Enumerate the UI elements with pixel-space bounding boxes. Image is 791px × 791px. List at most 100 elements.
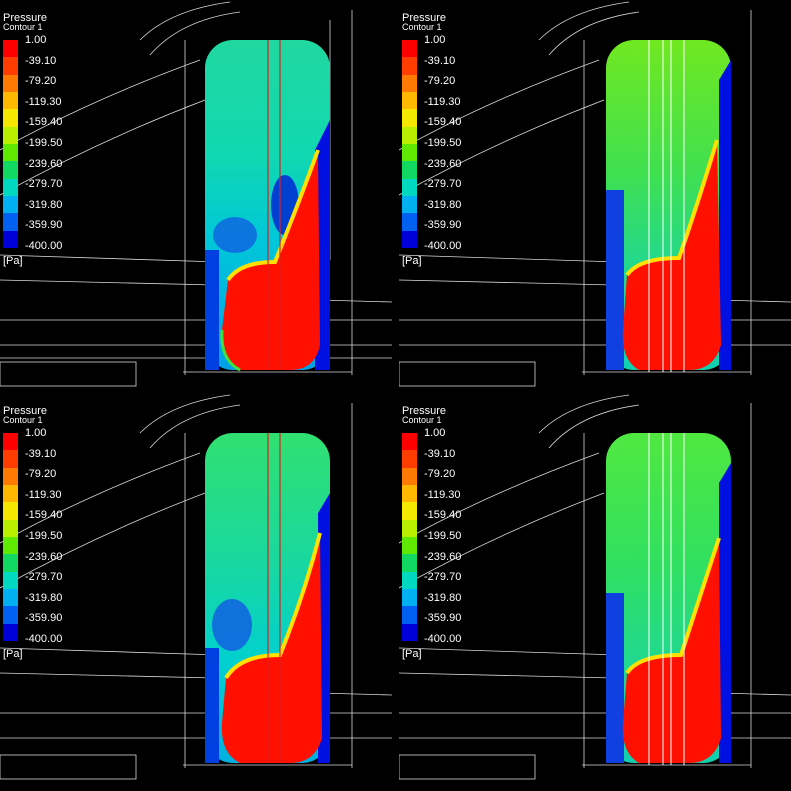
legend-tick: 1.00 (25, 427, 47, 439)
legend-tick: -199.50 (25, 136, 63, 149)
legend-color-swatch (3, 195, 18, 214)
legend-tick: -159.40 (424, 116, 462, 129)
legend-tick: -79.20 (424, 75, 456, 88)
legend-tick: -239.60 (25, 157, 63, 170)
legend-color-swatch (3, 213, 18, 231)
legend-color-swatch (3, 467, 18, 485)
legend-color-swatch (3, 433, 18, 451)
contour-panel-top-left: Pressure Contour 1 1.00 -39.10 -79.20 -1… (0, 0, 392, 390)
legend-color-swatch (402, 143, 417, 162)
contour-panel-bottom-right: Pressure Contour 1 1.00 -39.10 -79.20 -1… (399, 393, 791, 783)
legend-tick: -359.90 (424, 219, 462, 232)
legend-tick: -239.60 (424, 157, 462, 170)
legend-tick: 1.00 (25, 34, 47, 46)
legend-color-swatch (3, 571, 18, 589)
legend-tick: -199.50 (424, 136, 462, 149)
legend-title: Pressure (3, 12, 48, 24)
legend-color-swatch (3, 161, 18, 179)
legend-color-swatch (3, 178, 18, 196)
legend-color-swatch (402, 467, 417, 485)
legend-color-swatch (402, 230, 417, 248)
legend-color-bar (402, 433, 417, 641)
legend-subtitle: Contour 1 (402, 22, 442, 32)
legend-color-swatch (402, 571, 417, 589)
legend-title: Pressure (3, 405, 48, 417)
legend-color-swatch (402, 606, 417, 624)
legend-color-swatch (3, 502, 18, 520)
legend-tick: -39.10 (25, 447, 57, 460)
legend-tick: -359.90 (25, 219, 63, 232)
legend-color-swatch (402, 126, 417, 144)
legend-color-swatch (3, 606, 18, 624)
legend-color-bar (3, 40, 18, 248)
legend-color-bar (402, 40, 417, 248)
legend-color-swatch (402, 91, 417, 110)
legend-color-swatch (402, 40, 417, 58)
legend-tick: -119.30 (424, 488, 461, 501)
legend-color-swatch (3, 450, 18, 468)
legend-tick: -159.40 (25, 116, 63, 129)
legend-tick: 1.00 (424, 34, 446, 46)
legend-tick: -79.20 (25, 468, 57, 481)
legend-color-swatch (402, 195, 417, 214)
legend-tick: -159.40 (424, 509, 462, 522)
legend-subtitle: Contour 1 (3, 415, 43, 425)
legend-tick: -39.10 (424, 447, 456, 460)
tire-contour-plot (0, 394, 392, 780)
tire-contour-plot (399, 394, 791, 780)
legend-tick: -199.50 (25, 529, 63, 542)
legend-color-swatch (402, 502, 417, 520)
legend-color-swatch (402, 213, 417, 231)
legend-tick: -79.20 (25, 75, 57, 88)
legend-tick: -400.00 (424, 239, 462, 252)
legend-tick: -199.50 (424, 529, 462, 542)
legend-subtitle: Contour 1 (3, 22, 43, 32)
tire-contour-plot (399, 1, 791, 387)
contour-panel-top-right: Pressure Contour 1 1.00 -39.10 -79.20 -1… (399, 0, 791, 390)
legend-color-swatch (402, 433, 417, 451)
legend-ticks: 1.00 -39.10 -79.20 -119.30 -159.40 -199.… (424, 426, 461, 653)
legend-color-swatch (402, 536, 417, 555)
legend-color-swatch (3, 588, 18, 607)
legend-color-swatch (402, 178, 417, 196)
legend-subtitle: Contour 1 (402, 415, 442, 425)
legend-tick: -119.30 (424, 95, 461, 108)
legend-color-swatch (3, 126, 18, 144)
legend-color-swatch (3, 57, 18, 75)
legend-tick: -39.10 (25, 54, 57, 67)
legend-tick: -359.90 (25, 612, 63, 625)
legend-tick: -239.60 (25, 550, 63, 563)
legend-color-swatch (402, 57, 417, 75)
legend-unit: [Pa] (402, 255, 422, 267)
pressure-legend: Pressure Contour 1 1.00 -39.10 -79.20 -1… (3, 12, 62, 267)
legend-color-swatch (3, 40, 18, 58)
legend-color-swatch (402, 450, 417, 468)
legend-ticks: 1.00 -39.10 -79.20 -119.30 -159.40 -199.… (25, 426, 62, 653)
legend-color-swatch (402, 519, 417, 537)
legend-color-swatch (402, 554, 417, 572)
legend-color-swatch (3, 536, 18, 555)
legend-color-swatch (402, 161, 417, 179)
legend-tick: -119.30 (25, 488, 62, 501)
legend-color-swatch (3, 554, 18, 572)
legend-color-swatch (3, 109, 18, 127)
legend-unit: [Pa] (3, 648, 23, 660)
legend-color-swatch (3, 484, 18, 503)
legend-tick: -400.00 (25, 239, 63, 252)
legend-color-swatch (402, 74, 417, 92)
legend-title: Pressure (402, 405, 447, 417)
legend-title: Pressure (402, 12, 447, 24)
legend-tick: -279.70 (424, 571, 462, 584)
legend-tick: -319.80 (25, 198, 63, 211)
legend-color-bar (3, 433, 18, 641)
legend-tick: 1.00 (424, 427, 446, 439)
legend-tick: -319.80 (424, 591, 462, 604)
pressure-legend: Pressure Contour 1 1.00 -39.10 -79.20 -1… (402, 405, 461, 660)
tire-contour-plot (0, 1, 392, 387)
legend-color-swatch (402, 484, 417, 503)
legend-ticks: 1.00 -39.10 -79.20 -119.30 -159.40 -199.… (424, 33, 461, 260)
legend-color-swatch (3, 143, 18, 162)
legend-color-swatch (3, 519, 18, 537)
legend-tick: -159.40 (25, 509, 63, 522)
pressure-legend: Pressure Contour 1 1.00 -39.10 -79.20 -1… (3, 405, 62, 660)
